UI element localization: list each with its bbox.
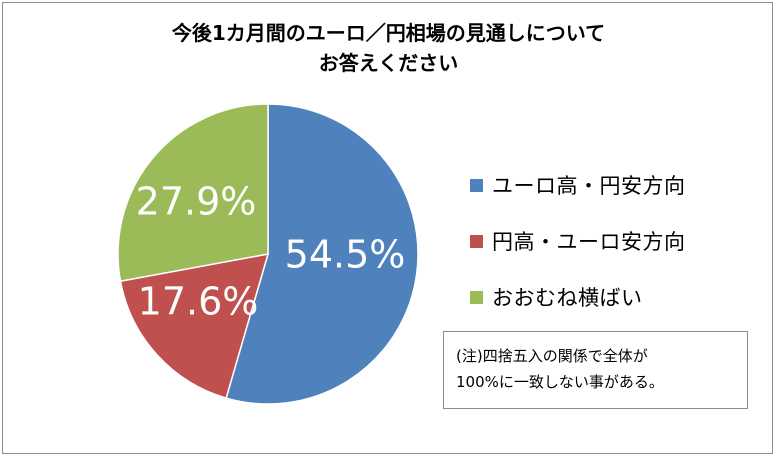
legend-item-yen-up: 円高・ユーロ安方向 (470, 228, 686, 254)
legend-swatch-yen-up (470, 234, 483, 248)
legend-swatch-euro-up (470, 178, 483, 192)
slice-label: 54.5% (285, 233, 406, 277)
chart-title-line-1: 今後1カ月間のユーロ／円相場の見通しについて (171, 21, 606, 45)
pie-slice (225, 103, 419, 405)
pie-slice (119, 253, 270, 399)
legend-label-yen-up: 円高・ユーロ安方向 (492, 230, 686, 254)
footnote-line-2: 100%に一致しない事がある。 (456, 373, 664, 391)
legend-item-euro-up: ユーロ高・円安方向 (470, 172, 686, 198)
footnote-box: (注)四捨五入の関係で全体が 100%に一致しない事がある。 (443, 331, 748, 409)
footnote-line-1: (注)四捨五入の関係で全体が (456, 347, 648, 365)
legend-item-flat: おおむね横ばい (470, 284, 686, 310)
slice-label: 27.9% (136, 180, 257, 224)
legend-swatch-flat (470, 290, 483, 304)
slice-label: 17.6% (138, 280, 259, 324)
chart-title-line-2: お答えください (318, 51, 459, 75)
legend-label-flat: おおむね横ばい (492, 286, 643, 310)
legend: ユーロ高・円安方向 円高・ユーロ安方向 おおむね横ばい (470, 172, 686, 340)
pie-slice (117, 103, 269, 283)
legend-label-euro-up: ユーロ高・円安方向 (492, 174, 686, 198)
chart-title: 今後1カ月間のユーロ／円相場の見通しについて お答えください (0, 18, 777, 78)
